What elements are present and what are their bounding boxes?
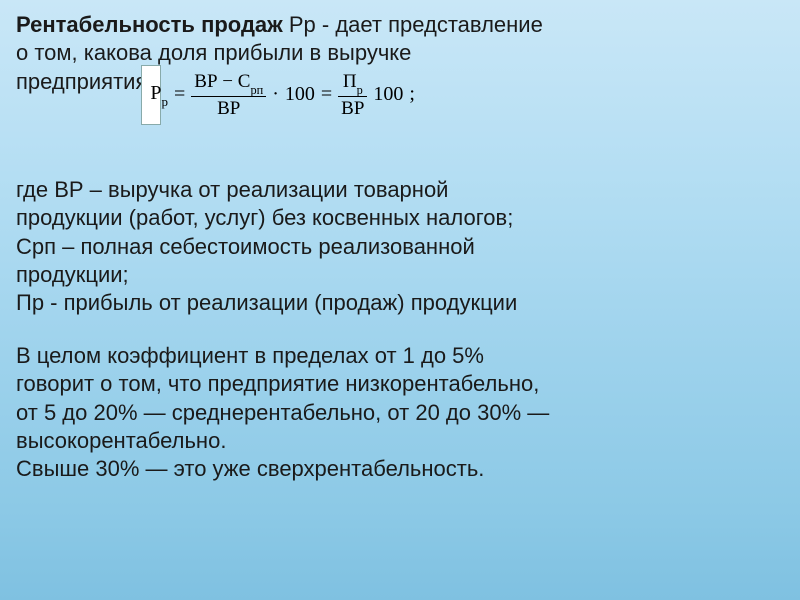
- spacer-1: [16, 129, 784, 177]
- frac2-num: Пр: [340, 72, 366, 94]
- frac1-den: ВР: [214, 99, 243, 118]
- sym-100-1: 100: [285, 83, 315, 106]
- frac2-bar: [338, 96, 367, 97]
- sym-C-sub: рп: [250, 83, 263, 97]
- sym-P: P: [150, 82, 161, 104]
- frac1-num-vr: ВР: [194, 71, 217, 92]
- sym-Pi-sub: р: [357, 83, 363, 97]
- frac1-num-minus: −: [222, 71, 233, 92]
- sym-dot1: ·: [272, 83, 279, 106]
- slide: Рентабельность продаж Рр - дает представ…: [0, 0, 800, 600]
- title-bold: Рентабельность продаж: [16, 12, 283, 37]
- sym-eq2: =: [321, 83, 332, 106]
- formula-row: предпри​ятия Pр = ВР − Срп ВР ·: [16, 69, 784, 129]
- fraction-1: ВР − Срп ВР: [191, 72, 266, 118]
- formula-P: Pр: [150, 82, 168, 108]
- frac1-num-c: Срп: [238, 71, 263, 92]
- concl-line-4: высокорентабельно.: [16, 428, 784, 454]
- sym-eq1: =: [174, 83, 185, 106]
- title-line-3-lead: предпри​ятия: [16, 69, 147, 95]
- where-line-2: продукции (работ, услуг) без косвенных н…: [16, 205, 784, 231]
- concl-line-3: от 5 до 20% — среднерентабельно, от 20 д…: [16, 400, 784, 426]
- sym-Pi: П: [343, 71, 357, 92]
- sym-100-2: 100: [373, 83, 403, 106]
- sym-P-sub: р: [162, 94, 169, 109]
- where-line-5: Пр - прибыль от реализации (продаж) прод…: [16, 290, 784, 316]
- sym-C: С: [238, 71, 251, 92]
- title-rest-1: Рр - дает представление: [283, 12, 543, 37]
- concl-line-5: Свыше 30% — это уже сверхрентабельность.: [16, 456, 784, 482]
- spacer-2: [16, 319, 784, 343]
- frac2-den: ВР: [338, 99, 367, 118]
- concl-line-2: говорит о том, что предприятие низкорент…: [16, 371, 784, 397]
- title-line-1: Рентабельность продаж Рр - дает представ…: [16, 12, 784, 38]
- where-line-1: где ВР – выручка от реализации товарной: [16, 177, 784, 203]
- where-line-4: продукции;: [16, 262, 784, 288]
- fraction-2: Пр ВР: [338, 72, 367, 118]
- sym-tail: ;: [409, 83, 415, 106]
- where-line-3: Срп – полная себестоимость реализованной: [16, 234, 784, 260]
- title-line-2: о том, какова доля прибыли в выручке: [16, 40, 784, 66]
- formula-equation: Pр = ВР − Срп ВР · 100 =: [150, 72, 415, 118]
- frac1-num: ВР − Срп: [191, 72, 266, 94]
- formula-box: Pр = ВР − Срп ВР · 100 =: [141, 65, 161, 125]
- concl-line-1: В целом коэффициент в пределах от 1 до 5…: [16, 343, 784, 369]
